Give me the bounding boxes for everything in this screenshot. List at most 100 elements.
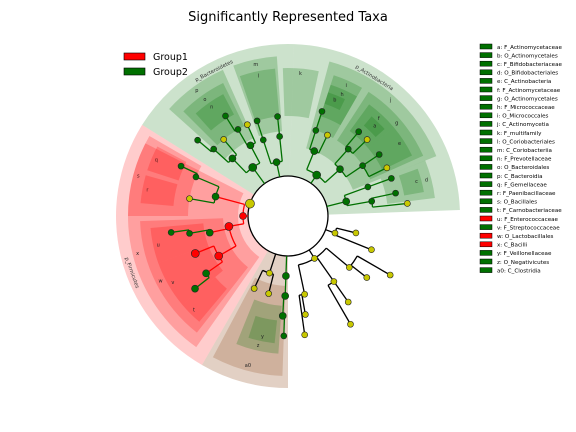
taxon-highlight-sectors: pon ml k j ih g f e d c b a s r q x w v u t a0 zy	[127, 56, 437, 376]
taxa-key-label: v: F_Streptococcaceae	[497, 225, 560, 231]
branch-line	[315, 111, 323, 131]
taxa-key-label: h: F_Micrococcaceae	[497, 105, 555, 111]
taxa-key-swatch	[479, 189, 493, 196]
taxa-key-swatch	[479, 52, 493, 58]
branch-line	[367, 177, 392, 188]
figure-title: Significantly Represented Taxa	[188, 10, 388, 25]
sector-letter-q: q	[155, 158, 158, 164]
taxa-key-label: j: C_Actinomycetia	[496, 122, 549, 128]
taxa-key-label: t: F_Carnobacteriaceae	[497, 208, 562, 214]
tree-node	[274, 113, 281, 120]
taxa-key-label: i: O_Micrococcales	[497, 114, 549, 120]
taxa-key-swatch	[479, 60, 493, 67]
taxa-key-swatch	[479, 241, 493, 248]
taxa-key-swatch	[479, 172, 493, 179]
branch-line	[350, 264, 368, 279]
tree-node	[276, 133, 283, 140]
branch-line	[237, 129, 249, 148]
taxa-key-swatch	[479, 146, 493, 153]
sector-k	[282, 68, 319, 119]
branch-line	[334, 234, 372, 251]
sector-v	[158, 245, 223, 305]
branch-line	[276, 116, 281, 137]
tree-node	[214, 251, 224, 261]
taxa-key-swatch	[479, 43, 493, 50]
taxa-key-label: m: C_Coriobacteriia	[497, 148, 552, 154]
sector-letter-w: w	[159, 278, 163, 284]
branch-line	[246, 124, 257, 144]
tree-node	[186, 195, 193, 202]
sector-a0	[212, 277, 286, 376]
tree-node	[392, 189, 399, 197]
sector-letter-r: r	[146, 187, 149, 193]
tree-node	[352, 229, 360, 237]
firmicutes-background	[116, 124, 268, 365]
taxa-key-swatch	[479, 215, 493, 222]
tree-node	[280, 332, 288, 340]
sector-letter-z: z	[257, 343, 260, 349]
sector-s	[128, 136, 202, 216]
sector-e	[368, 127, 413, 170]
taxa-key-swatch	[479, 95, 493, 101]
tree-node	[312, 127, 320, 134]
taxa-key-swatch	[479, 207, 493, 213]
branch-line	[256, 120, 264, 141]
taxa-key-swatch	[479, 250, 493, 256]
sector-c	[398, 168, 424, 196]
branch-line	[318, 134, 329, 154]
taxa-key-swatch	[479, 103, 493, 110]
branch-line	[327, 284, 352, 325]
tree-node	[282, 272, 290, 280]
taxa-key-swatch	[479, 181, 493, 187]
taxa-key-label: c: F_Bifidobacteriaceae	[497, 62, 563, 68]
branch-line	[371, 192, 396, 199]
sector-letter-a: a	[373, 124, 376, 130]
sector-w	[140, 218, 248, 333]
sector-letter-s: s	[137, 173, 140, 179]
taxa-key-label: w: O_Lactobacillales	[497, 234, 554, 240]
tree-node	[347, 320, 354, 328]
sector-m	[233, 56, 283, 137]
sector-z	[236, 299, 282, 354]
branch-line	[189, 229, 210, 235]
sector-letter-j: j	[389, 97, 391, 103]
taxa-key-swatch	[479, 155, 493, 162]
tree-node	[186, 230, 193, 237]
sector-u	[150, 223, 209, 264]
tree-node	[266, 269, 273, 277]
sector-x	[127, 143, 260, 348]
taxa-key-label: n: F_Prevotellaceae	[497, 157, 552, 163]
tree-node	[210, 145, 217, 153]
tree-node	[281, 292, 290, 300]
taxa-key-label: d: O_Bifidobacteriales	[497, 71, 558, 77]
actinobacteria-background	[289, 44, 460, 215]
taxa-key-swatch	[479, 121, 493, 127]
tree-node	[344, 145, 352, 153]
taxa-key-label: s: O_Bacillales	[497, 200, 537, 206]
branch-line	[316, 256, 335, 282]
sector-b	[324, 92, 345, 110]
tree-node	[345, 264, 353, 271]
sector-letter-y: y	[261, 334, 264, 340]
taxa-key-swatch	[479, 129, 493, 136]
tree-node	[246, 141, 255, 150]
taxa-key-swatch	[479, 86, 493, 93]
tree-node	[194, 136, 201, 144]
taxa-key-swatch	[479, 138, 493, 144]
sector-letter-m: m	[253, 62, 258, 68]
tree-node	[239, 212, 247, 220]
branch-line	[223, 138, 238, 156]
taxa-key-label: f: F_Actinomycetaceae	[497, 88, 561, 94]
tree-node	[342, 197, 351, 206]
sector-i	[315, 75, 362, 139]
tree-node	[388, 175, 395, 182]
branch-line	[346, 200, 372, 207]
tree-node	[167, 229, 175, 236]
branch-line	[195, 176, 220, 188]
tree-node	[344, 298, 352, 306]
branch-line	[253, 270, 264, 289]
sector-letter-u: u	[157, 242, 160, 248]
branch-line	[215, 195, 245, 205]
tree-node	[355, 128, 363, 136]
tree-node	[336, 165, 344, 173]
